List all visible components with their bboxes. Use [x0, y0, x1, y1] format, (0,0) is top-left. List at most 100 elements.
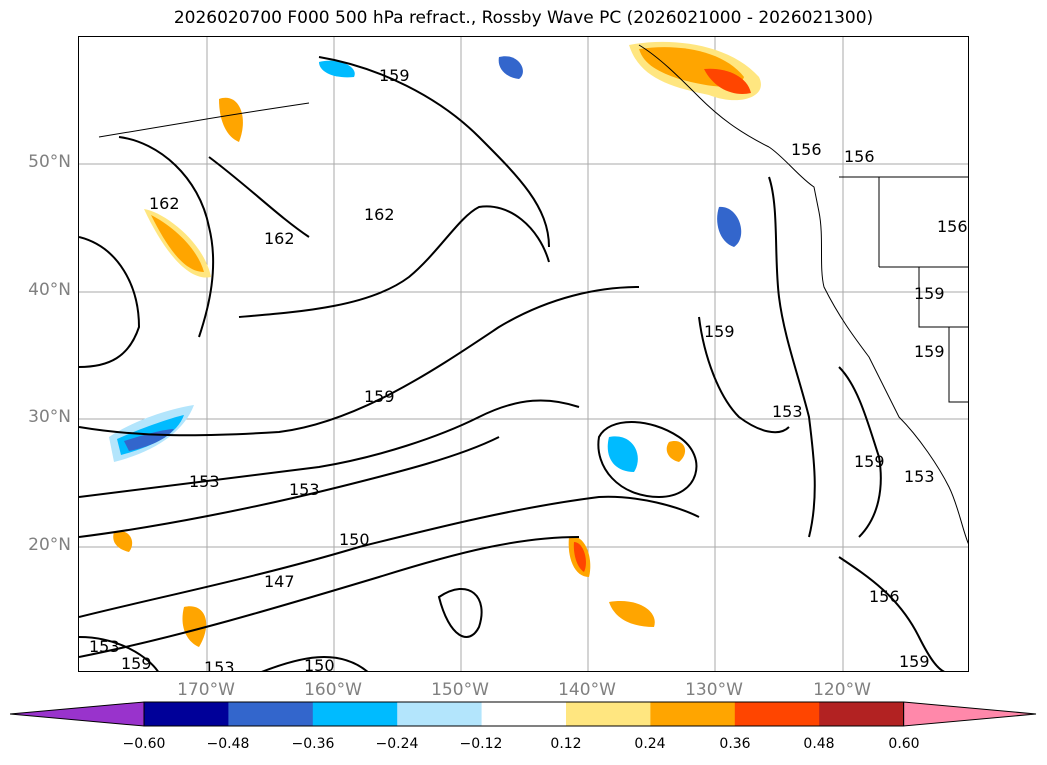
- lat-label-30: 30°N: [28, 407, 71, 427]
- contour-label: 159: [121, 654, 152, 672]
- contour-162-west: [79, 236, 141, 368]
- contour-label: 162: [149, 194, 180, 213]
- contour-147: [79, 536, 580, 658]
- contour-lines: [79, 56, 946, 671]
- lon-label-150w: 150°W: [431, 680, 489, 700]
- patch-subtropic-red: [573, 542, 586, 572]
- patch-southwest-orange: [182, 606, 207, 647]
- contour-162-ridge: [208, 156, 310, 238]
- colorbar-tick: −0.48: [206, 736, 250, 752]
- contour-label: 156: [791, 140, 822, 159]
- contour-label: 153: [772, 402, 803, 421]
- contour-label: 156: [869, 587, 900, 606]
- contour-central-loop: [597, 421, 698, 499]
- patch-mid-orange: [666, 441, 686, 462]
- colorbar-segment: [312, 702, 398, 726]
- contour-label: 156: [844, 147, 875, 166]
- contour-label: 153: [289, 480, 320, 499]
- contour-159-main: [79, 286, 640, 437]
- colorbar-segment: [734, 702, 820, 726]
- contour-label: 150: [304, 656, 335, 672]
- contour-156-south: [838, 556, 946, 671]
- contour-150: [79, 495, 700, 618]
- colorbar-tick: 0.24: [634, 736, 666, 752]
- patch-north-blue: [498, 56, 523, 79]
- coastlines: [98, 44, 968, 545]
- contour-label: 153: [904, 467, 935, 486]
- contour-label-group: 159 162 162 162 156 156 156 159 159 159 …: [89, 66, 968, 672]
- map-canvas: 159 162 162 162 156 156 156 159 159 159 …: [79, 37, 968, 672]
- colorbar-segment: [397, 702, 483, 726]
- colorbar-tick: −0.36: [291, 736, 335, 752]
- colorbar-segments: [9, 701, 1037, 727]
- colorbar-tick: 0.12: [550, 736, 582, 752]
- state-borders: [839, 176, 968, 403]
- patch-dateline-orange: [151, 215, 204, 272]
- patch-offshore-blue: [717, 206, 742, 247]
- colorbar-svg: [9, 701, 1037, 727]
- contour-153-a: [79, 399, 580, 498]
- patch-sw-small-orange: [113, 531, 133, 552]
- contour-southwest: [79, 636, 159, 671]
- contour-label: 162: [264, 229, 295, 248]
- contour-label: 159: [914, 342, 945, 361]
- filled-anomalies: [109, 41, 761, 647]
- contour-label: 159: [704, 322, 735, 341]
- colorbar-tick: −0.24: [375, 736, 419, 752]
- colorbar-segment: [650, 702, 736, 726]
- contour-label: 159: [914, 284, 945, 303]
- contour-159-coast: [838, 366, 882, 538]
- contour-162-central: [238, 205, 550, 318]
- colorbar-border: [143, 701, 905, 727]
- patch-aleutian-orange: [219, 97, 243, 142]
- north-america-coast: [768, 146, 968, 545]
- colorbar-extend-low: [9, 701, 145, 727]
- contour-label: 159: [379, 66, 410, 85]
- contour-159-east: [698, 316, 790, 434]
- alaska-coast: [638, 44, 770, 148]
- lon-label-120w: 120°W: [813, 680, 871, 700]
- contour-south-loop: [437, 587, 483, 638]
- contour-162-dateline: [118, 136, 215, 338]
- graticule: [79, 37, 968, 671]
- colorbar-tick: −0.60: [122, 736, 166, 752]
- colorbar-tick: 0.48: [803, 736, 835, 752]
- contour-label: 153: [204, 658, 235, 672]
- contour-label: 159: [899, 652, 930, 671]
- contour-label: 150: [339, 530, 370, 549]
- lon-label-160w: 160°W: [304, 680, 362, 700]
- map-title: 2026020700 F000 500 hPa refract., Rossby…: [173, 8, 874, 28]
- lon-label-130w: 130°W: [685, 680, 743, 700]
- contour-153-south: [261, 656, 369, 671]
- colorbar-segment: [144, 702, 229, 726]
- contour-label: 147: [264, 572, 295, 591]
- colorbar-tick: 0.36: [719, 736, 751, 752]
- colorbar: [9, 701, 1037, 727]
- contour-label: 153: [89, 637, 120, 656]
- contour-label: 156: [937, 217, 968, 236]
- patch-north-cyan: [319, 60, 355, 78]
- contour-label: 162: [364, 205, 395, 224]
- contour-159-north: [318, 56, 550, 248]
- contour-label: 159: [854, 452, 885, 471]
- colorbar-segment: [819, 702, 905, 726]
- lat-label-50: 50°N: [28, 152, 71, 172]
- contour-label: 153: [189, 472, 220, 491]
- contour-153-east: [768, 176, 816, 538]
- contour-label: 159: [364, 387, 395, 406]
- lon-label-140w: 140°W: [558, 680, 616, 700]
- colorbar-extend-high: [903, 701, 1037, 727]
- lon-label-170w: 170°W: [177, 680, 235, 700]
- lat-label-20: 20°N: [28, 535, 71, 555]
- contour-153-b: [79, 436, 500, 538]
- colorbar-segment: [566, 702, 651, 726]
- colorbar-segment: [481, 702, 567, 726]
- colorbar-segment: [228, 702, 314, 726]
- aleutian-chain: [98, 102, 310, 138]
- patch-alaska-red: [704, 68, 751, 94]
- lat-label-40: 40°N: [28, 280, 71, 300]
- patch-south-orange: [609, 601, 655, 627]
- map-panel: 159 162 162 162 156 156 156 159 159 159 …: [78, 36, 969, 672]
- colorbar-tick: 0.60: [888, 736, 920, 752]
- patch-central-cyan: [607, 436, 638, 472]
